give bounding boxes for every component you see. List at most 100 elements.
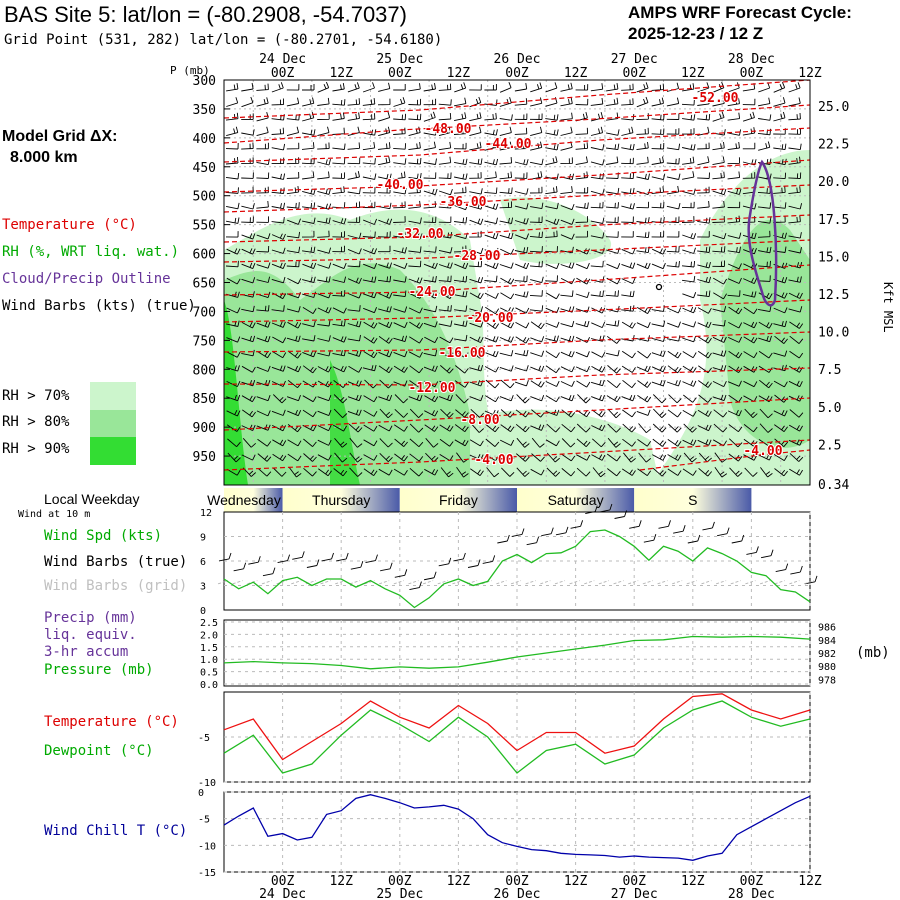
wind-barb [666, 173, 681, 180]
pressure-tick-label: 650 [193, 277, 216, 292]
wind-barb [302, 217, 316, 224]
wind-barb [334, 452, 348, 463]
surface-wind-barb [321, 552, 334, 562]
wind-barb [773, 410, 788, 417]
wind-barb [484, 275, 498, 283]
wind-barb [758, 217, 772, 224]
height-tick-label: 12.5 [818, 288, 849, 303]
wind-barb [241, 262, 256, 270]
height-tick-label: 7.5 [818, 363, 841, 378]
wind-barb [666, 335, 681, 342]
wind-barb [484, 233, 499, 240]
wind-barb [469, 364, 484, 372]
wind-barb [469, 126, 482, 137]
wind-barb [727, 112, 741, 121]
surface-wind-barb [775, 563, 789, 573]
wind-barb [241, 129, 255, 136]
wind-barb [773, 320, 787, 328]
wind-barb [590, 144, 605, 151]
wind-barb [545, 262, 560, 270]
wind-barb [773, 172, 787, 180]
isotherm-line [224, 439, 810, 471]
wind-barb [241, 96, 254, 108]
wind-barb [393, 247, 407, 254]
wind-barb [287, 453, 302, 462]
wind-barb [575, 127, 589, 135]
wind-barb [576, 423, 591, 433]
wind-barb [408, 200, 421, 209]
wind-barb [545, 143, 559, 151]
wind-barb [545, 439, 560, 447]
wind-barb [653, 408, 667, 419]
wind-barb [621, 468, 636, 476]
wind-barb [286, 231, 301, 239]
pressure-tick-label: 750 [193, 334, 216, 349]
wind-barb [560, 233, 575, 240]
wind-barb [286, 202, 300, 209]
weekday-cell [517, 488, 635, 512]
wind-barb [272, 453, 287, 462]
weekday-label: Saturday [548, 492, 604, 508]
top-date-label: 25 Dec [376, 52, 423, 67]
wind-barb [529, 246, 543, 253]
wind-barb [499, 126, 512, 137]
wind-barb [484, 262, 499, 270]
wind-barb [408, 260, 422, 268]
grid-wind-barb [525, 580, 536, 585]
wind-barb [347, 112, 360, 121]
wind-barb [271, 365, 286, 372]
wind-barb [423, 141, 436, 151]
wind-barb [666, 143, 681, 151]
wind-barb [530, 380, 545, 388]
wind-barb [683, 423, 697, 433]
top-time-tick: 00Z [271, 66, 295, 81]
wind-barb [317, 81, 330, 93]
wind-barb [424, 424, 439, 432]
wind-barb [697, 172, 710, 179]
wind-barb [333, 468, 348, 477]
surface-wind-barb [702, 521, 715, 531]
wind-barb [682, 128, 695, 135]
wind-barb [682, 351, 697, 359]
wind-barb [681, 260, 696, 268]
wind-barb [378, 394, 393, 402]
wind-barb [393, 113, 407, 121]
wind-barb [317, 394, 332, 402]
wind-barb [545, 82, 558, 93]
wind-barb [651, 365, 666, 373]
wind-barb [652, 467, 667, 477]
wind-barb [575, 156, 588, 166]
wind-barb [500, 424, 515, 432]
wind-barb [302, 262, 317, 270]
wind-barb [271, 247, 286, 254]
wind-barb [409, 408, 424, 419]
wind-barb [286, 186, 300, 195]
model-grid-value: 8.000 km [10, 149, 78, 166]
wind-barb [363, 424, 378, 432]
wind-barb [530, 97, 543, 107]
pressure-tick-label: 400 [193, 132, 216, 147]
isotherm-label: -52.00 [692, 91, 739, 106]
wind-barb [530, 276, 544, 284]
wind-barb [347, 350, 362, 357]
isotherm-label: -40.00 [377, 178, 424, 193]
isotherm-label: -36.00 [440, 195, 487, 210]
wind-barb [757, 230, 771, 238]
wind-barb [636, 262, 651, 270]
wind-barb [681, 216, 695, 223]
bottom-time-tick: 12Z [681, 874, 705, 889]
wind-barb [576, 438, 591, 448]
wind-barb [271, 143, 286, 151]
grid-wind-barb [613, 580, 624, 585]
wind-barb [545, 173, 559, 180]
wind-barb [317, 425, 332, 432]
isotherm-line [224, 397, 810, 431]
wind-barb [287, 321, 302, 329]
wind-barb [362, 141, 376, 151]
wind-barb [545, 365, 560, 374]
wind-barb [727, 157, 741, 165]
wind-barb [271, 217, 285, 224]
wind-barb [241, 203, 255, 210]
wind-barb [621, 335, 635, 342]
wind-barb [651, 231, 665, 238]
